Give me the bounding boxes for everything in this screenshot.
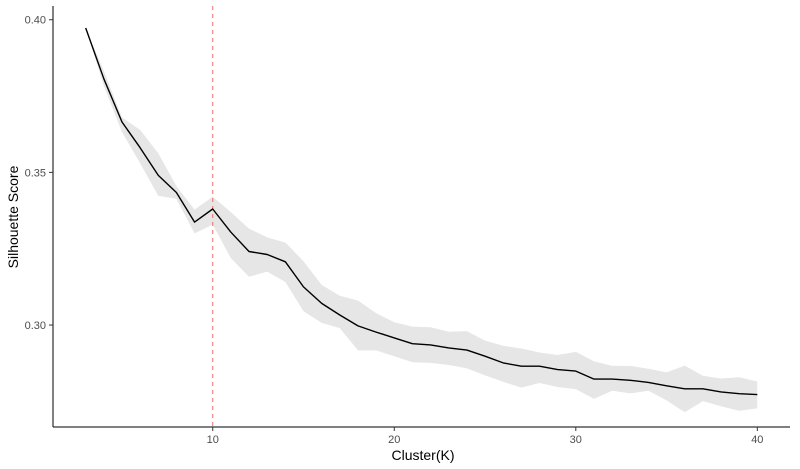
data-point-k16 [320,302,322,304]
x-tick-label: 40 [751,434,763,446]
data-point-k36 [684,388,686,390]
y-tick-label: 0.30 [25,320,46,332]
data-point-k5 [121,121,123,123]
x-tick-label: 30 [570,434,582,446]
data-point-k17 [339,314,341,316]
data-point-k15 [302,286,304,288]
data-point-k21 [411,342,413,344]
x-axis-title: Cluster(K) [391,447,454,463]
data-point-k34 [647,381,649,383]
x-tick-label: 20 [388,434,400,446]
data-point-k29 [556,368,558,370]
data-point-k37 [702,388,704,390]
y-tick-label: 0.35 [25,167,46,179]
x-tick-label: 10 [207,434,219,446]
data-point-k26 [502,362,504,364]
y-axis-title: Silhouette Score [5,165,21,268]
data-point-k31 [593,378,595,380]
data-point-k40 [756,393,758,395]
data-point-k10 [212,208,214,210]
data-point-k32 [611,378,613,380]
data-point-k28 [538,365,540,367]
data-point-k24 [466,349,468,351]
data-point-k35 [665,385,667,387]
data-point-k9 [193,221,195,223]
data-point-k39 [738,393,740,395]
y-tick-label: 0.40 [25,15,46,27]
data-point-k38 [720,391,722,393]
plot-area [84,6,758,427]
data-point-k22 [429,344,431,346]
silhouette-series-line [85,27,758,396]
data-point-k13 [266,253,268,255]
data-point-k19 [375,331,377,333]
axes: 10 20 30 40 0.30 0.35 0.40 [25,6,790,446]
data-point-k27 [520,365,522,367]
data-point-k11 [230,231,232,233]
data-point-k6 [139,146,141,148]
data-point-k7 [157,174,159,176]
y-axis-ticks: 0.30 0.35 0.40 [25,15,53,332]
data-point-k12 [248,250,250,252]
data-point-k25 [484,355,486,357]
data-point-k33 [629,379,631,381]
data-point-k14 [284,261,286,263]
data-point-k8 [175,191,177,193]
data-point-k23 [448,347,450,349]
data-point-k30 [575,370,577,372]
data-point-k3 [84,27,86,29]
data-point-k20 [393,337,395,339]
confidence-band [85,28,758,413]
x-axis-ticks: 10 20 30 40 [207,427,763,446]
data-point-k18 [357,325,359,327]
data-point-k4 [103,77,105,79]
